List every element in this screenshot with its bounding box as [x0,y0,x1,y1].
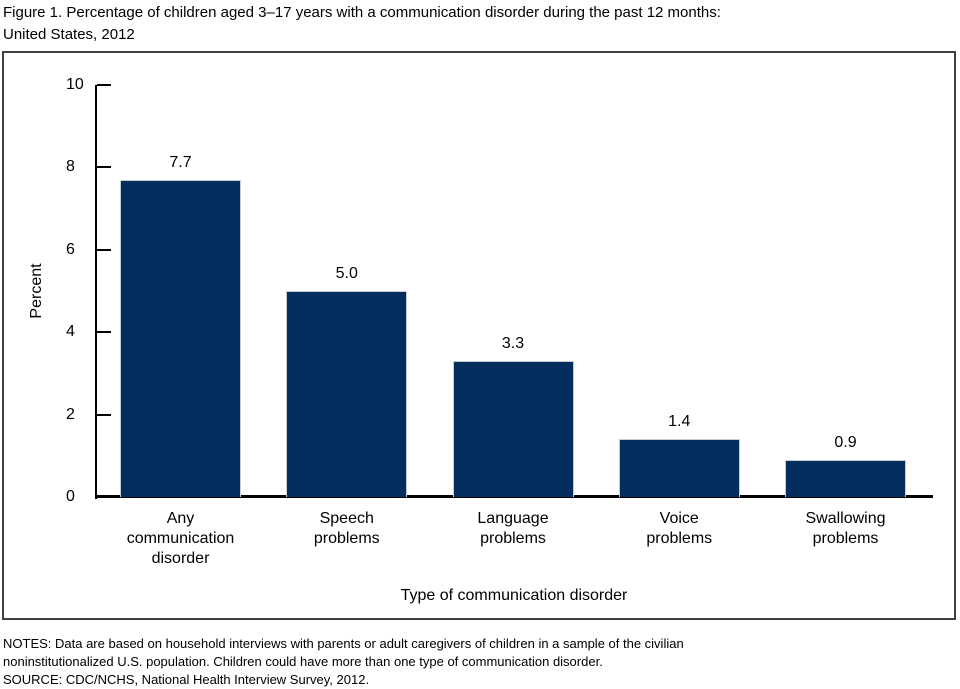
bar-any-communication-disorder [120,179,241,497]
y-tick-label: 10 [66,76,84,93]
y-tick-label: 0 [66,488,75,505]
source-line: SOURCE: CDC/NCHS, National Health Interv… [3,672,370,687]
y-tick-mark [97,331,111,334]
notes-line-2: noninstitutionalized U.S. population. Ch… [3,654,603,669]
y-tick-mark [97,84,111,86]
y-tick-label: 6 [66,240,75,258]
category-label: Voice problems [599,509,759,549]
category-label-line: problems [646,530,713,547]
bar-value-label: 1.4 [668,413,691,431]
bar-speech-problems [286,291,408,497]
bar-value-label: 5.0 [335,265,358,282]
category-label-line: problems [480,530,546,547]
figure-title-line-2: United States, 2012 [3,26,135,43]
y-tick-mark [97,413,111,416]
figure-title: Figure 1. Percentage of children aged 3–… [3,2,721,46]
category-label-line: disorder [151,550,210,567]
y-tick-label: 8 [66,158,75,176]
category-label: Any communication disorder [101,509,261,569]
y-tick-mark [97,248,111,251]
y-tick-mark [97,166,111,169]
category-label: Speech problems [267,509,427,549]
notes-line-1: NOTES: Data are based on household inter… [3,636,684,651]
bar-value-label: 0.9 [834,433,857,451]
y-axis-title: Percent [28,263,45,319]
category-label-line: problems [313,530,380,547]
y-tick-label: 2 [66,405,75,423]
y-axis-line [95,85,97,499]
bar-value-label: 7.7 [169,153,192,171]
category-label: Language problems [433,509,593,549]
bar-language-problems [452,361,574,497]
bar-voice-problems [618,439,740,497]
category-label-line: Voice [659,510,699,527]
category-label-line: communication [126,530,235,547]
figure-notes: NOTES: Data are based on household inter… [3,635,684,689]
bar-value-label: 3.3 [501,335,525,353]
figure-title-line-1: Figure 1. Percentage of children aged 3–… [3,4,721,21]
category-label-line: problems [812,530,879,547]
category-label-line: Swallowing [805,510,886,527]
category-label: Swallowing problems [766,509,926,549]
x-axis-title: Type of communication disorder [400,587,628,604]
y-tick-label: 4 [66,323,75,341]
category-label-line: Language [477,510,549,527]
category-label-line: Any [166,510,195,527]
category-label-line: Speech [319,510,374,527]
bar-swallowing-problems [785,459,906,497]
